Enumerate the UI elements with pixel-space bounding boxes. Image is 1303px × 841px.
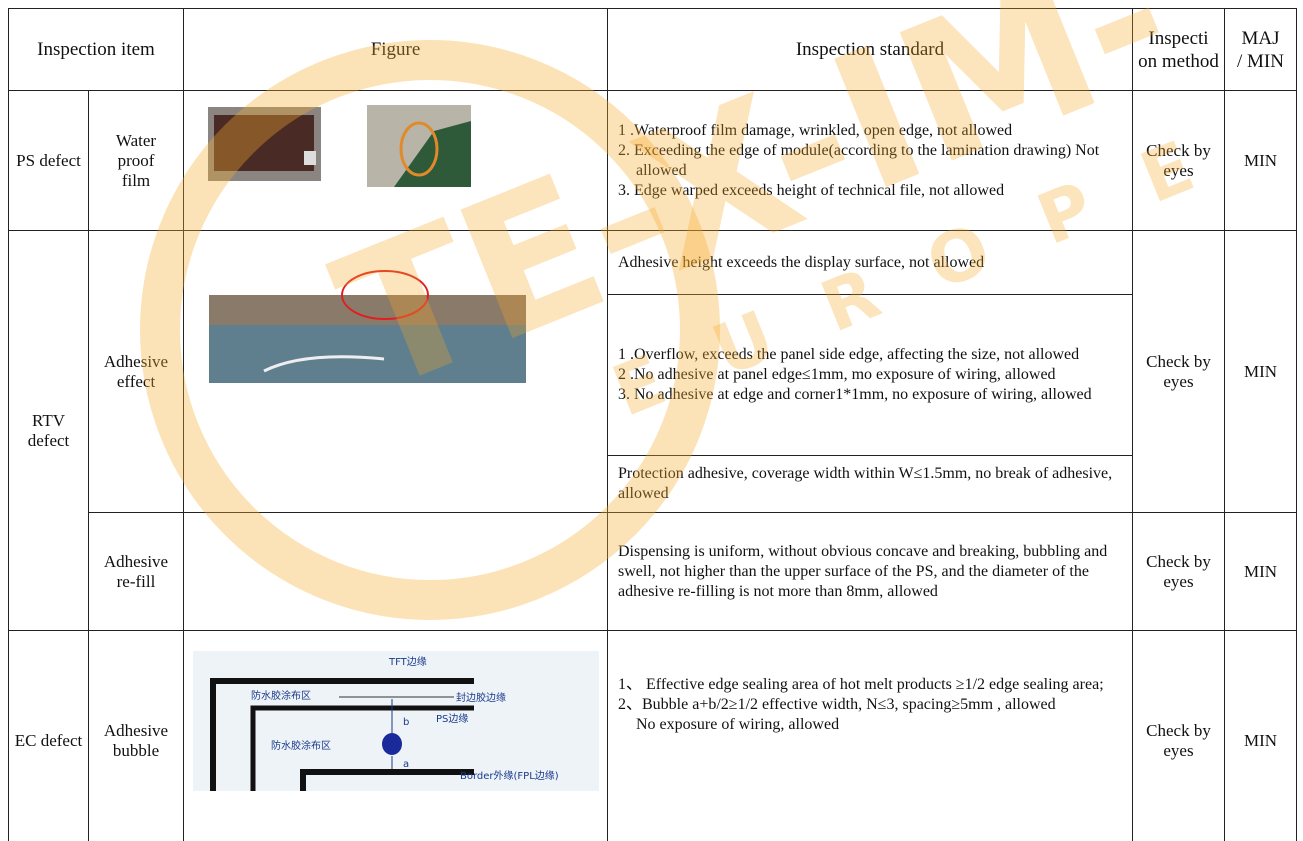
standard-text: 1 .Waterproof film damage, wrinkled, ope… [618,121,1013,139]
method-cell: Check by eyes [1132,512,1224,630]
photo [209,270,526,383]
figure-cell [183,512,607,630]
header-cell: Inspecti on method [1132,8,1224,90]
method-cell: Check by eyes [1132,630,1224,841]
method-cell: Check by eyes [1132,90,1224,230]
standard-cell: 1 .Overflow, exceeds the panel side edge… [607,294,1132,455]
header-cell: Inspection item [8,8,183,90]
header-cell: Inspection standard [607,8,1132,90]
standard-text: Protection adhesive, coverage width with… [618,465,1113,502]
diagram-label: TFT边缘 [388,655,427,668]
diagram-label: a [403,759,409,770]
grade-cell: MIN [1224,512,1297,630]
item-cell: Adhesive effect [88,230,183,512]
grade-cell: MIN [1224,230,1297,512]
standard-cell: Dispensing is uniform, without obvious c… [607,512,1132,630]
figure-cell: TFT边缘 防水胶涂布区 封边胶边缘 PS边缘 防水胶涂布区 b a Borde… [183,630,607,841]
standard-text: No exposure of wiring, allowed [636,716,840,733]
item-cell: Water proof film [88,90,183,230]
item-cell: Adhesive re-fill [88,512,183,630]
diagram-label: 封边胶边缘 [456,691,506,704]
standard-cell: 1 .Waterproof film damage, wrinkled, ope… [607,90,1132,230]
diagram-label: b [403,717,409,728]
standard-cell: Adhesive height exceeds the display surf… [607,230,1132,294]
standard-text: 3. Edge warped exceeds height of technic… [618,181,1005,199]
diagram-label: 防水胶涂布区 [251,689,311,702]
defect-cell: RTV defect [8,230,88,630]
standard-text: 1 .Overflow, exceeds the panel side edge… [618,346,1080,363]
defect-cell: EC defect [8,630,88,841]
photos [208,105,471,187]
figure-cell [183,90,607,230]
standard-text: 2、Bubble a+b/2≥1/2 effective width, N≤3,… [618,696,1056,713]
diagram-label: PS边缘 [436,712,468,725]
item-cell: Adhesive bubble [88,630,183,841]
standard-cell: 1、 Effective edge sealing area of hot me… [607,630,1132,841]
grade-cell: MIN [1224,90,1297,230]
standard-text: 1、 Effective edge sealing area of hot me… [618,676,1104,693]
header-cell: MAJ / MIN [1224,8,1297,90]
standard-text: 2 .No adhesive at panel edge≤1mm, mo exp… [618,366,1056,383]
standard-text: Adhesive height exceeds the display surf… [618,253,985,271]
grade-cell: MIN [1224,630,1297,841]
diagram-label: Border外缘(FPL边缘) [460,769,559,782]
diagram: TFT边缘 防水胶涂布区 封边胶边缘 PS边缘 防水胶涂布区 b a Borde… [193,651,599,791]
standard-cell: Protection adhesive, coverage width with… [607,455,1132,512]
standard-text: Dispensing is uniform, without obvious c… [618,542,1108,600]
header-cell: Figure [183,8,607,90]
defect-cell: PS defect [8,90,88,230]
figure-cell [183,230,607,512]
standard-text: 3. No adhesive at edge and corner1*1mm, … [618,386,1092,403]
method-cell: Check by eyes [1132,230,1224,512]
standard-text: 2. Exceeding the edge of module(accordin… [618,141,1100,179]
diagram-label: 防水胶涂布区 [271,739,331,752]
